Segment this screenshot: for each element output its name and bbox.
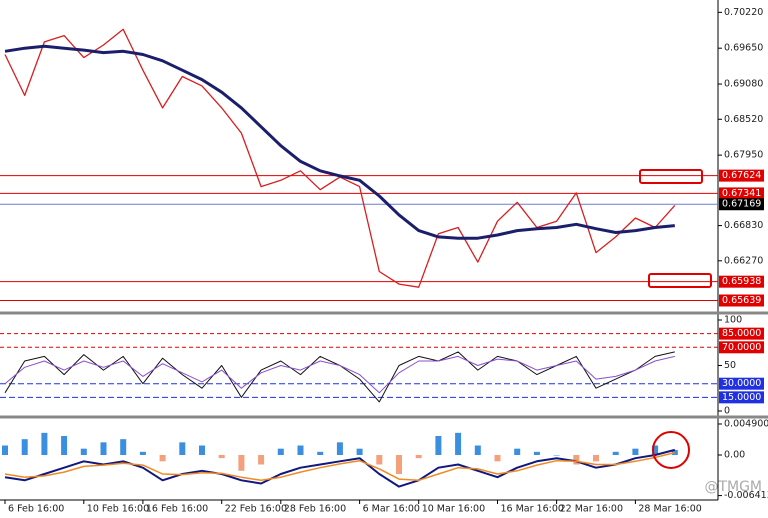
x-tick-label: 16 Feb 16:00: [146, 504, 208, 515]
histogram-bar: [553, 455, 560, 456]
x-tick-label: 28 Feb 16:00: [284, 504, 346, 515]
x-tick-label: 10 Mar 16:00: [422, 504, 485, 515]
x-tick-label: 22 Feb 16:00: [225, 504, 287, 515]
level-label: 30.0000: [722, 378, 761, 389]
histogram-bar: [533, 451, 540, 455]
watermark: @TMGM: [704, 479, 762, 495]
annotation-circle: [652, 431, 690, 469]
x-tick-label: 6 Mar 16:00: [363, 504, 420, 515]
histogram-bar: [317, 451, 324, 455]
histogram-bar: [336, 442, 343, 455]
y-tick-label: 0.00: [724, 450, 745, 461]
level-label-bg: [719, 327, 764, 340]
histogram-bar: [573, 455, 580, 465]
level-label-bg: [719, 169, 764, 182]
histogram-bar: [139, 451, 146, 455]
histogram-bar: [435, 436, 442, 455]
histogram-bar: [632, 448, 639, 455]
x-tick-label: 6 Feb 16:00: [8, 504, 64, 515]
histogram-bar: [652, 445, 659, 455]
level-label: 0.67341: [722, 188, 761, 199]
level-label-bg: [719, 294, 764, 307]
y-tick-label: 0: [724, 405, 730, 416]
y-tick-label: -0.0064131: [724, 490, 768, 501]
y-tick-label: 0.69080: [724, 79, 763, 90]
histogram-bar: [494, 455, 501, 462]
y-tick-label: 100: [724, 315, 742, 326]
level-label: 0.65639: [722, 295, 761, 306]
histogram-bar: [356, 448, 363, 455]
histogram-bar: [514, 448, 521, 455]
histogram-bar: [593, 455, 599, 462]
y-tick-label: 0.68520: [724, 114, 763, 125]
series-line: [4, 448, 676, 488]
histogram-bar: [80, 448, 87, 455]
series-line: [4, 44, 675, 240]
x-tick-label: 16 Mar 16:00: [501, 504, 564, 515]
histogram-bar: [376, 455, 383, 465]
histogram-bar: [258, 455, 265, 465]
x-tick-label: 22 Mar 16:00: [560, 504, 623, 515]
level-label: 0.65938: [722, 276, 761, 287]
histogram-bar: [199, 445, 205, 455]
y-tick-label: 0.66830: [724, 220, 763, 231]
histogram-bar: [120, 439, 127, 455]
x-tick-label: 10 Feb 16:00: [87, 504, 149, 515]
histogram-bar: [238, 455, 245, 471]
histogram-bar: [277, 448, 284, 455]
histogram-bar: [455, 432, 462, 455]
series-line: [4, 355, 675, 394]
y-tick-label: 0.66270: [724, 255, 763, 266]
histogram-bar: [21, 439, 28, 455]
histogram-bar: [218, 455, 225, 459]
plot-layer: 0.70220 0.69650 0.69080 0.68520 0.67950 0.668…: [0, 7, 768, 515]
x-tick-label: 28 Mar 16:00: [638, 504, 701, 515]
histogram-bar: [100, 442, 107, 455]
level-label-bg: [719, 377, 764, 390]
y-tick-label: 0.67950: [724, 150, 763, 161]
level-label-bg: [719, 391, 764, 404]
y-tick-label: 0.0049007: [724, 418, 768, 429]
annotation-box: [639, 169, 703, 184]
histogram-bar: [61, 436, 68, 455]
histogram-bar: [396, 455, 402, 474]
series-line: [4, 451, 675, 482]
level-label-bg: [719, 187, 764, 200]
level-label: 70.0000: [722, 342, 761, 353]
level-label: 85.0000: [722, 328, 761, 339]
level-label: 0.67169: [722, 199, 761, 210]
histogram-bar: [612, 451, 619, 455]
level-label-bg: [719, 341, 764, 354]
level-label: 15.0000: [722, 392, 761, 403]
annotation-box: [648, 273, 712, 288]
y-tick-label: 50: [724, 360, 736, 371]
histogram-bar: [671, 449, 678, 455]
histogram-bar: [2, 445, 8, 455]
level-label: 0.67624: [722, 170, 761, 181]
level-label-bg: [719, 275, 764, 288]
histogram-bar: [179, 442, 186, 455]
histogram-bar: [474, 445, 481, 455]
histogram-bar: [297, 445, 304, 455]
level-label-bg: [719, 198, 764, 211]
histogram-bar: [415, 455, 422, 459]
y-tick-label: 0.69650: [724, 43, 763, 54]
histogram-bar: [159, 455, 166, 462]
histogram-bar: [41, 432, 48, 455]
y-tick-label: 0.70220: [724, 7, 763, 18]
